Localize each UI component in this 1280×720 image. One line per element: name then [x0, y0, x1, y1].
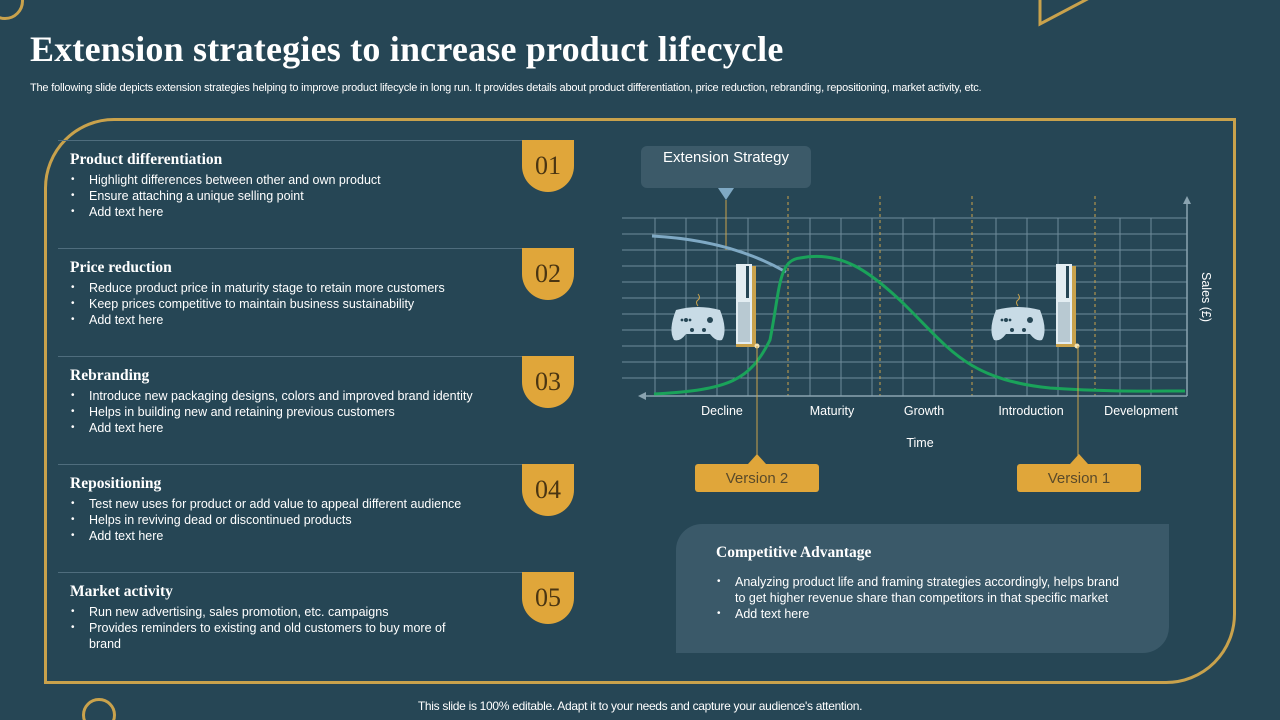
bullet: Highlight differences between other and … — [70, 172, 510, 188]
game-console-icon — [1056, 264, 1080, 349]
bullet: Add text here — [70, 420, 520, 436]
strategy-title: Market activity — [70, 583, 173, 600]
x-axis-arrow — [638, 392, 646, 400]
strategy-title: Product differentiation — [70, 151, 223, 168]
competitive-advantage-title: Competitive Advantage — [716, 544, 872, 561]
number-badge: 04 — [522, 464, 574, 516]
competitive-advantage-box: Competitive Advantage Analyzing product … — [676, 524, 1169, 653]
y-axis-arrow — [1183, 196, 1191, 204]
game-console-icon — [736, 264, 760, 349]
bullet: Provides reminders to existing and old c… — [70, 620, 470, 652]
decorative-triangle — [1038, 0, 1089, 27]
bullet: Reduce product price in maturity stage t… — [70, 280, 510, 296]
strategy-item-price-reduction: Price reduction Reduce product price in … — [58, 248, 574, 356]
x-axis-label: Time — [906, 436, 934, 450]
decorative-circle-top — [0, 0, 24, 20]
strategy-title: Price reduction — [70, 259, 172, 276]
bullet: Analyzing product life and framing strat… — [716, 574, 1126, 606]
strategy-bullets: Reduce product price in maturity stage t… — [70, 280, 510, 328]
strategy-bullets: Test new uses for product or add value t… — [70, 496, 520, 544]
content-frame — [44, 118, 1236, 684]
number-badge: 01 — [522, 140, 574, 192]
strategy-bullets: Run new advertising, sales promotion, et… — [70, 604, 470, 652]
strategy-item-rebranding: Rebranding Introduce new packaging desig… — [58, 356, 574, 464]
bullet: Add text here — [70, 312, 510, 328]
extension-strategy-callout: Extension Strategy — [641, 146, 811, 188]
decorative-circle-bottom — [82, 698, 116, 720]
strategy-item-product-differentiation: Product differentiation Highlight differ… — [58, 140, 574, 248]
bullet: Run new advertising, sales promotion, et… — [70, 604, 470, 620]
bullet: Helps in reviving dead or discontinued p… — [70, 512, 520, 528]
bullet: Add text here — [70, 204, 510, 220]
bullet: Keep prices competitive to maintain busi… — [70, 296, 510, 312]
bullet: Add text here — [716, 606, 1126, 622]
footer-note: This slide is 100% editable. Adapt it to… — [417, 699, 863, 713]
bullet: Introduce new packaging designs, colors … — [70, 388, 520, 404]
phase-dividers — [787, 196, 1096, 396]
phase-label-maturity: Maturity — [809, 404, 855, 418]
game-controller-icon — [991, 293, 1045, 341]
lifecycle-diagram: Extension Strategy Decline Maturity Grow… — [610, 140, 1230, 500]
bullet: Ensure attaching a unique selling point — [70, 188, 510, 204]
bullet: Helps in building new and retaining prev… — [70, 404, 520, 420]
page-title: Extension strategies to increase product… — [30, 29, 784, 69]
strategy-title: Repositioning — [70, 475, 162, 492]
bullet: Add text here — [70, 528, 520, 544]
strategy-bullets: Introduce new packaging designs, colors … — [70, 388, 520, 436]
strategy-title: Rebranding — [70, 367, 150, 384]
lifecycle-curve — [653, 254, 1186, 396]
phase-label-growth: Growth — [903, 404, 945, 418]
strategy-item-market-activity: Market activity Run new advertising, sal… — [58, 572, 574, 680]
extension-curve — [651, 234, 787, 274]
lifecycle-chart — [622, 188, 1191, 460]
game-controller-icon — [671, 293, 725, 341]
phase-label-development: Development — [1104, 404, 1178, 418]
version-2-tag: Version 2 — [695, 464, 819, 492]
strategy-bullets: Highlight differences between other and … — [70, 172, 510, 220]
number-badge: 05 — [522, 572, 574, 624]
extension-pointer-icon — [718, 188, 734, 200]
grid-lines — [622, 217, 1187, 396]
number-badge: 02 — [522, 248, 574, 300]
version-1-tag: Version 1 — [1017, 464, 1141, 492]
competitive-advantage-bullets: Analyzing product life and framing strat… — [716, 574, 1126, 622]
page-subtitle: The following slide depicts extension st… — [30, 82, 982, 94]
number-badge: 03 — [522, 356, 574, 408]
phase-label-introduction: Introduction — [998, 404, 1064, 418]
bullet: Test new uses for product or add value t… — [70, 496, 520, 512]
phase-label-decline: Decline — [701, 404, 743, 418]
y-axis-label: Sales (£) — [1199, 272, 1213, 323]
strategy-item-repositioning: Repositioning Test new uses for product … — [58, 464, 574, 572]
